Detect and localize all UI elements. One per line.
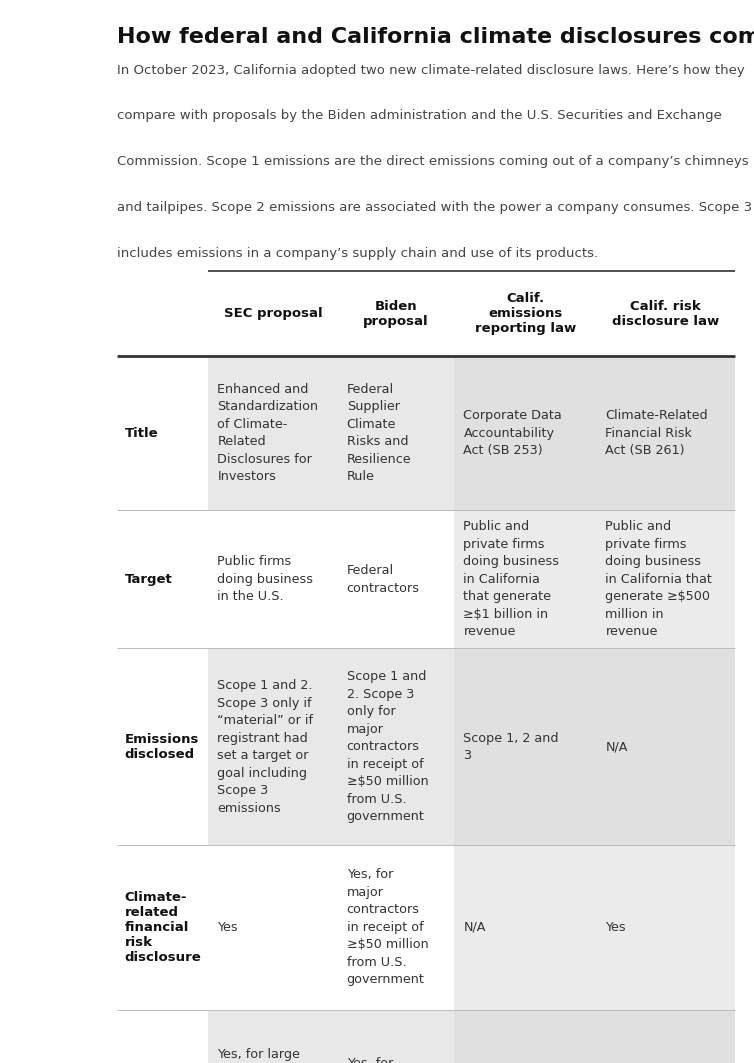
Bar — [596, 356, 735, 510]
Bar — [338, 510, 455, 648]
Text: Public and
private firms
doing business
in California
that generate
≥$1 billion : Public and private firms doing business … — [464, 520, 559, 639]
Bar — [338, 845, 455, 1010]
Text: N/A: N/A — [605, 740, 628, 754]
Bar — [455, 1010, 596, 1063]
Bar — [208, 845, 338, 1010]
Text: Yes, for
major
contractors
only: Yes, for major contractors only — [347, 1057, 420, 1063]
Text: Calif.
emissions
reporting law: Calif. emissions reporting law — [475, 292, 576, 335]
Bar — [338, 356, 455, 510]
Bar — [338, 648, 455, 845]
Bar — [208, 356, 338, 510]
Text: Scope 1, 2 and
3: Scope 1, 2 and 3 — [464, 731, 559, 762]
Bar — [455, 510, 596, 648]
Text: Scope 1 and
2. Scope 3
only for
major
contractors
in receipt of
≥$50 million
fro: Scope 1 and 2. Scope 3 only for major co… — [347, 671, 428, 823]
Bar — [455, 648, 596, 845]
Bar — [596, 510, 735, 648]
Text: SEC proposal: SEC proposal — [224, 307, 322, 320]
Text: Target: Target — [124, 573, 172, 586]
Text: Climate-
related
financial
risk
disclosure: Climate- related financial risk disclosu… — [124, 891, 201, 964]
Text: Calif. risk
disclosure law: Calif. risk disclosure law — [612, 300, 719, 327]
Bar — [208, 1010, 338, 1063]
Text: Biden
proposal: Biden proposal — [363, 300, 429, 327]
Text: Enhanced and
Standardization
of Climate-
Related
Disclosures for
Investors: Enhanced and Standardization of Climate-… — [217, 383, 318, 484]
Text: How federal and California climate disclosures compare: How federal and California climate discl… — [117, 27, 754, 47]
Bar — [208, 510, 338, 648]
Text: compare with proposals by the Biden administration and the U.S. Securities and E: compare with proposals by the Biden admi… — [117, 109, 722, 122]
Text: Yes, for large
accelerated
filers, and only
scope 1 and 2
emissions: Yes, for large accelerated filers, and o… — [217, 1048, 312, 1063]
Text: Title: Title — [124, 426, 158, 440]
Text: In October 2023, California adopted two new climate-related disclosure laws. Her: In October 2023, California adopted two … — [117, 64, 745, 77]
Text: Public and
private firms
doing business
in California that
generate ≥$500
millio: Public and private firms doing business … — [605, 520, 713, 639]
Bar — [596, 845, 735, 1010]
Text: Federal
Supplier
Climate
Risks and
Resilience
Rule: Federal Supplier Climate Risks and Resil… — [347, 383, 412, 484]
Text: Scope 1 and 2.
Scope 3 only if
“material” or if
registrant had
set a target or
g: Scope 1 and 2. Scope 3 only if “material… — [217, 679, 314, 814]
Text: and tailpipes. Scope 2 emissions are associated with the power a company consume: and tailpipes. Scope 2 emissions are ass… — [117, 201, 752, 214]
Text: Emissions
disclosed: Emissions disclosed — [124, 732, 199, 761]
Bar — [338, 1010, 455, 1063]
Text: Corporate Data
Accountability
Act (SB 253): Corporate Data Accountability Act (SB 25… — [464, 409, 562, 457]
Text: Yes: Yes — [605, 921, 626, 934]
Bar — [596, 1010, 735, 1063]
Text: Climate-Related
Financial Risk
Act (SB 261): Climate-Related Financial Risk Act (SB 2… — [605, 409, 708, 457]
Text: Public firms
doing business
in the U.S.: Public firms doing business in the U.S. — [217, 555, 314, 604]
Text: Yes: Yes — [217, 921, 238, 934]
Text: N/A: N/A — [464, 921, 486, 934]
Text: Yes, for
major
contractors
in receipt of
≥$50 million
from U.S.
government: Yes, for major contractors in receipt of… — [347, 868, 428, 986]
Bar — [596, 648, 735, 845]
Text: Commission. Scope 1 emissions are the direct emissions coming out of a company’s: Commission. Scope 1 emissions are the di… — [117, 155, 749, 168]
Bar — [117, 271, 735, 356]
Bar — [208, 648, 338, 845]
Text: Federal
contractors: Federal contractors — [347, 564, 420, 594]
Bar — [455, 356, 596, 510]
Bar — [455, 845, 596, 1010]
Text: includes emissions in a company’s supply chain and use of its products.: includes emissions in a company’s supply… — [117, 247, 598, 259]
